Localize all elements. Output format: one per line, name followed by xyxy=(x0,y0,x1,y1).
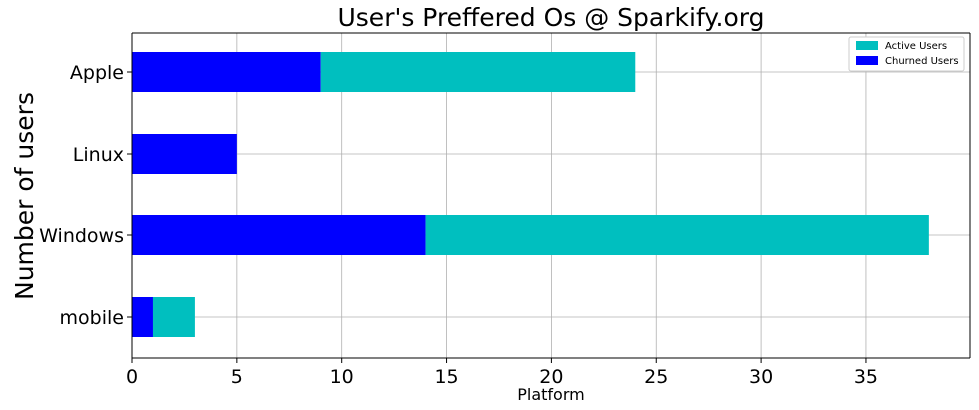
x-tick-label: 5 xyxy=(231,366,243,388)
y-tick-label: Linux xyxy=(73,144,124,166)
x-tick-label: 15 xyxy=(434,366,458,388)
bar-apple-active xyxy=(320,52,636,92)
legend-label-active: Active Users xyxy=(885,41,947,52)
y-tick-label: mobile xyxy=(60,307,124,329)
bar-windows-active xyxy=(425,215,929,255)
x-tick-label: 35 xyxy=(854,366,878,388)
bar-apple-churned xyxy=(132,52,321,92)
y-axis-label: Number of users xyxy=(10,92,39,300)
x-ticks: 0 5 10 15 20 25 30 35 xyxy=(126,358,878,388)
legend-swatch-churned xyxy=(856,56,878,65)
legend-swatch-active xyxy=(856,41,878,50)
x-tick-label: 10 xyxy=(330,366,354,388)
bars xyxy=(132,52,929,337)
bar-mobile-churned xyxy=(132,297,153,337)
y-tick-label: Windows xyxy=(39,225,124,247)
x-axis-label: Platform xyxy=(517,385,584,404)
legend-label-churned: Churned Users xyxy=(885,56,959,67)
x-tick-label: 25 xyxy=(644,366,668,388)
x-tick-label: 0 xyxy=(126,366,138,388)
x-tick-label: 30 xyxy=(749,366,773,388)
legend: Active Users Churned Users xyxy=(848,36,965,72)
bar-linux-churned xyxy=(132,134,237,174)
y-tick-label: Apple xyxy=(70,62,124,84)
chart-title: User's Preffered Os @ Sparkify.org xyxy=(337,3,764,32)
bar-windows-churned xyxy=(132,215,426,255)
x-tick-label: 20 xyxy=(539,366,563,388)
bar-mobile-active xyxy=(152,297,195,337)
y-ticks: Apple Linux Windows mobile xyxy=(39,62,132,329)
